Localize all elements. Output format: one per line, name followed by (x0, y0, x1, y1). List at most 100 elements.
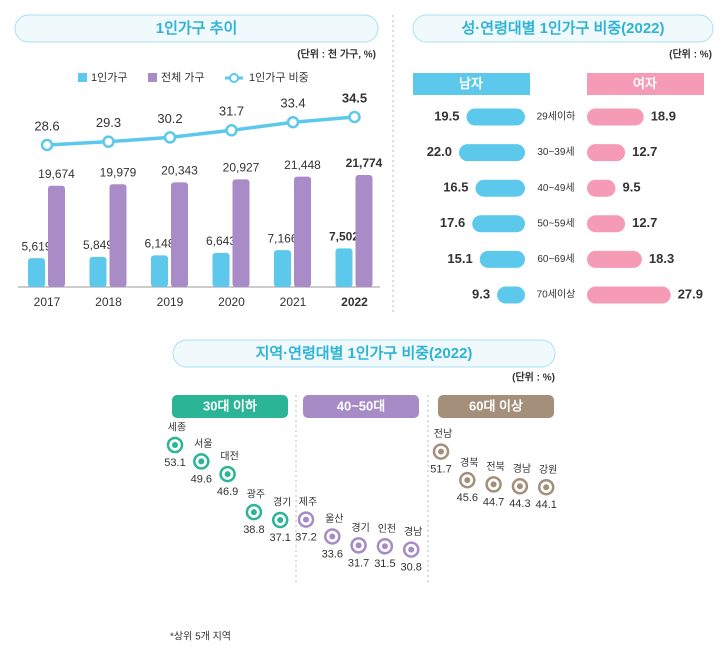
category-label: 30~39세 (537, 146, 574, 158)
data-label: 7,166 (267, 231, 297, 245)
data-label: 27.9 (678, 286, 703, 301)
bar (587, 215, 626, 233)
group-header (303, 395, 419, 418)
bar (472, 215, 525, 233)
data-label: 12.7 (632, 144, 657, 159)
bar (109, 184, 127, 287)
bar (479, 250, 525, 268)
data-label: 15.1 (447, 251, 472, 266)
data-label: 9.5 (623, 180, 641, 195)
data-label: 45.6 (457, 492, 478, 504)
data-label: 31.7 (219, 104, 244, 119)
dot-center (490, 481, 497, 488)
dot-center (438, 448, 444, 455)
data-label: 37.2 (295, 531, 316, 543)
x-tick-label: 2019 (157, 295, 184, 309)
bar (212, 252, 230, 287)
x-tick-label: 2017 (34, 295, 61, 309)
legend-marker (229, 73, 239, 83)
dot-center (250, 509, 257, 516)
group-label: 60대 이상 (469, 398, 523, 413)
data-label: 44.3 (509, 498, 530, 510)
data-label: 19.5 (434, 108, 459, 123)
category-label: 경기 (273, 496, 291, 509)
legend-label: 전체 가구 (161, 71, 205, 84)
bar (28, 258, 45, 287)
footnote: *상위 5개 지역 (170, 630, 231, 643)
data-label: 16.5 (443, 180, 468, 195)
data-label: 18.3 (649, 251, 674, 266)
category-label: 강원 (539, 464, 557, 476)
data-label: 49.6 (191, 473, 212, 485)
data-label: 33.4 (280, 96, 305, 111)
category-label: 전남 (434, 428, 452, 440)
category-label: 60~69세 (537, 253, 574, 265)
line-marker (225, 124, 238, 137)
data-label: 20,343 (161, 164, 198, 178)
series-header (413, 73, 530, 95)
data-label: 31.7 (348, 557, 369, 569)
data-label: 19,979 (100, 165, 137, 179)
bar (587, 250, 642, 268)
data-label: 6,148 (144, 237, 174, 251)
bar (587, 286, 671, 304)
bar (48, 185, 65, 287)
dot-center (381, 543, 388, 550)
dot-center (277, 517, 284, 524)
data-label: 7,502 (329, 230, 359, 244)
series-header (587, 73, 704, 95)
data-label: 5,849 (83, 238, 113, 252)
title-box (412, 14, 714, 43)
category-label: 29세이하 (537, 110, 576, 123)
x-tick-label: 2021 (280, 295, 307, 309)
dot-center (198, 458, 205, 465)
bar (232, 179, 250, 287)
category-label: 광주 (247, 489, 265, 501)
group-label: 30대 이하 (203, 398, 257, 413)
data-label: 34.5 (342, 90, 367, 105)
line-marker (286, 115, 300, 129)
bar (587, 108, 644, 126)
data-label: 22.0 (427, 144, 452, 159)
category-label: 70세이상 (537, 289, 576, 301)
category-label: 경남 (404, 525, 422, 538)
legend-label: 1인가구 비중 (249, 71, 309, 84)
category-label: 전북 (486, 461, 504, 473)
x-tick-label: 2020 (218, 295, 245, 309)
line-marker (348, 110, 361, 124)
line-marker (163, 131, 177, 144)
bar (466, 108, 525, 126)
unit-label: (단위 : %) (669, 48, 712, 61)
dot-center (408, 546, 415, 553)
category-label: 경북 (460, 456, 478, 469)
data-label: 5,619 (21, 239, 51, 253)
bar (274, 250, 291, 287)
bar (355, 175, 373, 287)
line-marker (102, 135, 115, 148)
dot-center (172, 442, 178, 448)
dot-center (303, 516, 309, 523)
x-tick-label: 2022 (341, 295, 368, 309)
data-label: 17.6 (440, 215, 465, 230)
dot-center (516, 483, 523, 490)
bar (475, 179, 525, 197)
category-label: 대전 (220, 451, 238, 463)
bar (587, 144, 626, 162)
chart-title: 1인가구 추이 (156, 19, 238, 37)
bar (497, 286, 525, 304)
dot-center (464, 477, 471, 484)
legend-swatch (78, 73, 87, 82)
data-label: 9.3 (472, 286, 490, 301)
bar (587, 179, 616, 197)
group-header (438, 395, 554, 418)
bar (171, 182, 188, 287)
chart-title: 지역·연령대별 1인가구 비중(2022) (256, 344, 473, 362)
legend-label: 1인가구 (91, 71, 127, 84)
category-label: 경기 (351, 521, 369, 534)
data-label: 46.9 (217, 486, 238, 498)
data-label: 19,674 (38, 167, 75, 181)
category-label: 40~49세 (537, 182, 574, 194)
data-label: 18.9 (651, 108, 676, 123)
data-label: 44.1 (535, 499, 556, 511)
